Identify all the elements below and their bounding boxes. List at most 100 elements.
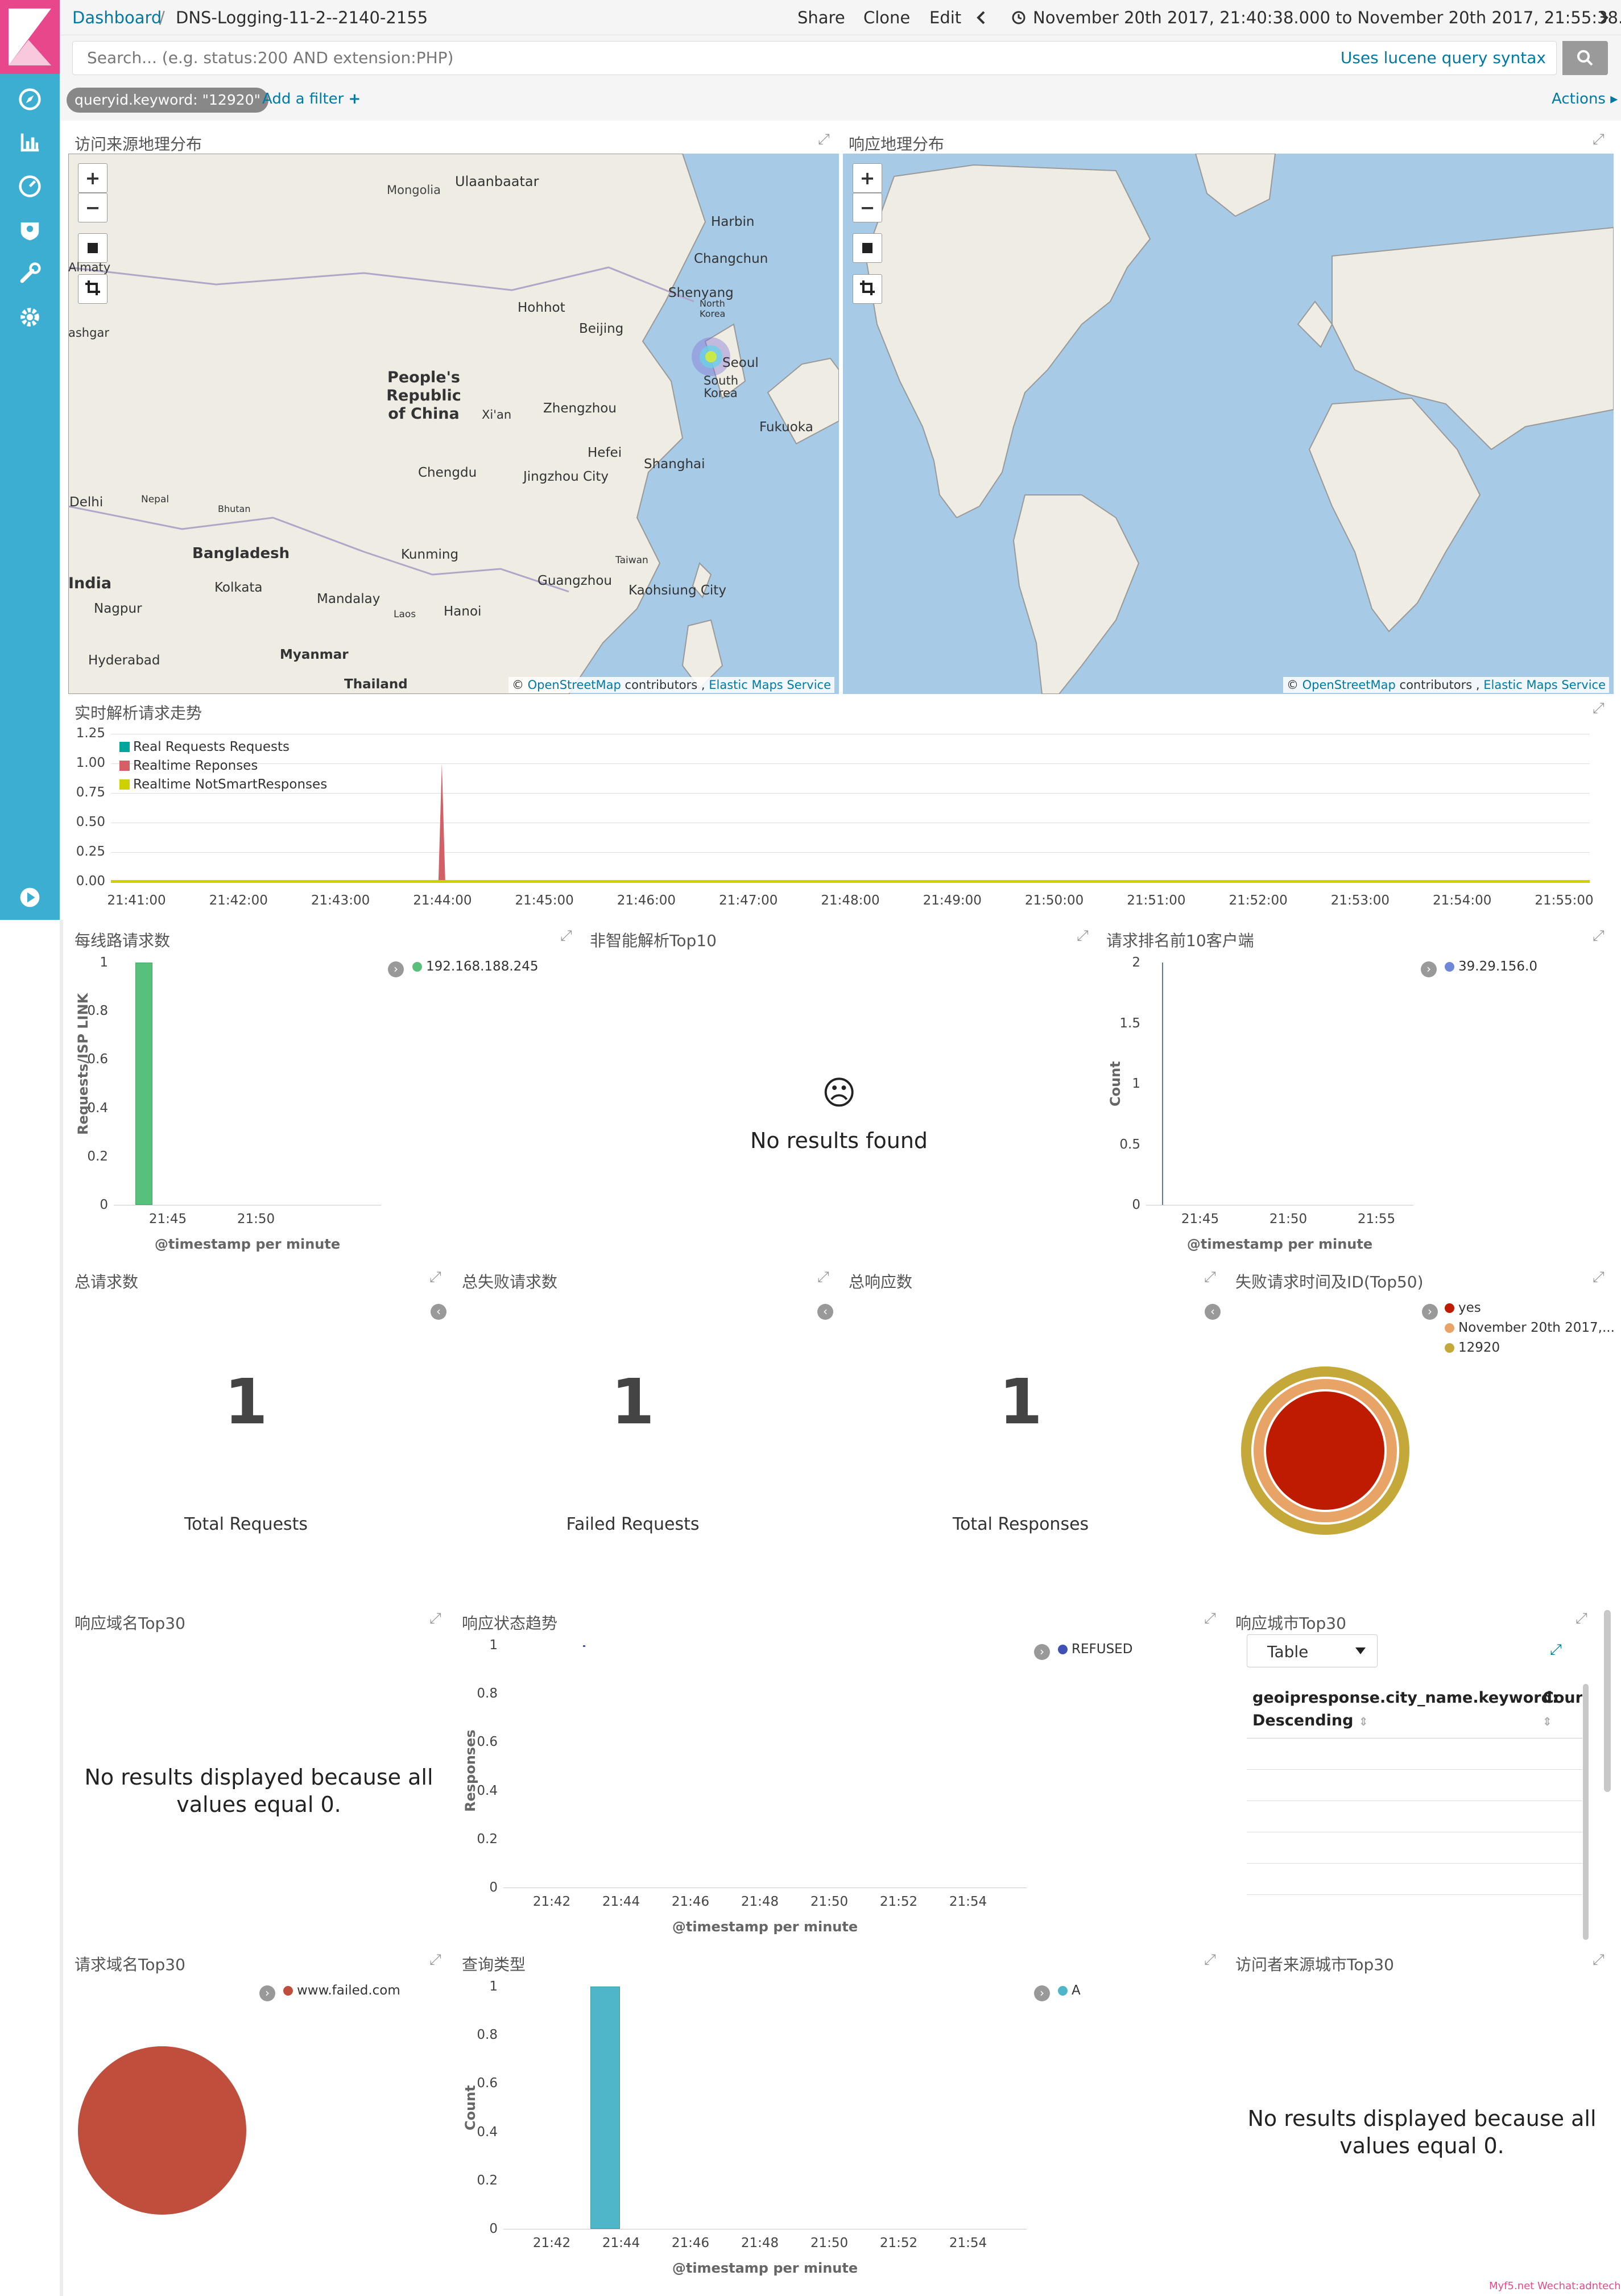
panel-title-failed-ids: 失败请求时间及ID(Top50)	[1235, 1273, 1424, 1291]
expand-icon[interactable]: ⤢	[1593, 131, 1605, 148]
x-tick-label: 21:41:00	[107, 893, 166, 908]
map-response[interactable]: + − © OpenStreetMap contributors , Elast…	[843, 154, 1614, 694]
map-source[interactable]: Mongolia Ulaanbaatar Harbin Changchun Sh…	[68, 154, 839, 694]
expand-icon[interactable]: ⤢	[1204, 1269, 1216, 1286]
share-button[interactable]: Share	[797, 8, 845, 27]
pie-slice-failed-com[interactable]	[78, 2046, 246, 2215]
expand-icon[interactable]: ⤢	[429, 1269, 441, 1286]
zoom-in-button[interactable]: +	[78, 163, 107, 193]
legend-item[interactable]: Realtime NotSmartResponses	[119, 777, 327, 792]
legend-toggle-icon[interactable]: ‹	[1205, 1304, 1221, 1320]
visualize-chart-icon[interactable]	[17, 130, 43, 155]
legend-item[interactable]: 12920	[1445, 1340, 1500, 1355]
actions-menu[interactable]: Actions ▸	[1552, 90, 1618, 108]
sort-icon: ⇕	[1358, 1715, 1368, 1728]
ems-link[interactable]: Elastic Maps Service	[1483, 678, 1606, 692]
bar-isp[interactable]	[135, 963, 152, 1205]
y-axis-title: Count	[462, 2085, 478, 2130]
legend-toggle-icon[interactable]: ›	[388, 961, 404, 977]
table-select[interactable]: Table	[1247, 1634, 1378, 1667]
page-scrollbar[interactable]	[1604, 1610, 1611, 1792]
breadcrumb-dashboard[interactable]: Dashboard	[72, 8, 162, 27]
clock-icon	[1012, 11, 1025, 24]
kibana-logo[interactable]	[0, 0, 60, 74]
expand-icon[interactable]: ⤢	[560, 927, 572, 944]
x-tick-label: 21:52:00	[1229, 893, 1288, 908]
legend-toggle-icon[interactable]: ‹	[431, 1304, 446, 1320]
table-header-count-label: Cour	[1543, 1689, 1582, 1707]
legend-toggle-icon[interactable]: ›	[1034, 1985, 1050, 2001]
expand-icon[interactable]: ⤢	[1575, 1610, 1587, 1627]
fit-bounds-button[interactable]	[853, 274, 882, 304]
y-tick-label: 0.8	[477, 2027, 498, 2043]
expand-table-icon[interactable]: ⤢	[1550, 1641, 1562, 1658]
expand-icon[interactable]: ⤢	[1593, 700, 1605, 717]
caret-down-icon	[1355, 1647, 1366, 1654]
expand-icon[interactable]: ⤢	[1593, 927, 1605, 944]
ems-link[interactable]: Elastic Maps Service	[709, 678, 831, 692]
draw-shape-button[interactable]	[853, 233, 882, 263]
zoom-in-button[interactable]: +	[853, 163, 882, 193]
add-filter-link[interactable]: Add a filter +	[262, 90, 361, 108]
line-point-refused[interactable]	[583, 1645, 585, 1647]
expand-icon[interactable]: ⤢	[1204, 1610, 1216, 1627]
chevron-right-icon[interactable]	[1598, 10, 1610, 25]
legend-toggle-icon[interactable]: ›	[259, 1985, 275, 2001]
clone-button[interactable]: Clone	[863, 8, 911, 27]
legend-item[interactable]: Realtime Reponses	[119, 758, 258, 773]
expand-icon[interactable]: ⤢	[1204, 1951, 1216, 1968]
legend-item[interactable]: Real Requests Requests	[119, 740, 290, 754]
edit-button[interactable]: Edit	[929, 8, 962, 27]
legend-toggle-icon[interactable]: ›	[1421, 961, 1437, 977]
expand-icon[interactable]: ⤢	[429, 1610, 441, 1627]
panel-title-query-type: 查询类型	[462, 1955, 526, 1974]
legend-item[interactable]: www.failed.com	[283, 1983, 400, 1998]
timelion-shield-icon[interactable]	[17, 217, 43, 243]
copyright-symbol: ©	[1286, 678, 1299, 692]
legend-toggle-icon[interactable]: ›	[1034, 1644, 1050, 1660]
management-gear-icon[interactable]	[17, 304, 43, 330]
time-range-picker[interactable]: November 20th 2017, 21:40:38.000 to Nove…	[1033, 8, 1621, 27]
expand-icon[interactable]: ⤢	[818, 131, 830, 148]
table-row	[1247, 1769, 1582, 1770]
legend-item[interactable]: yes	[1445, 1300, 1481, 1315]
filter-pill-queryid[interactable]: queryid.keyword: "12920"	[67, 88, 269, 113]
y-tick-label: 1	[100, 955, 108, 970]
bar-client[interactable]	[1162, 963, 1163, 1205]
table-header-city[interactable]: geoipresponse.city_name.keyword: Descendi…	[1252, 1687, 1558, 1733]
sidebar-border	[60, 920, 63, 2296]
chevron-left-icon[interactable]	[975, 10, 987, 25]
discover-compass-icon[interactable]	[17, 86, 43, 112]
zoom-out-button[interactable]: −	[78, 193, 107, 222]
y-tick-label: 0.6	[477, 2076, 498, 2091]
expand-icon[interactable]: ⤢	[1077, 927, 1089, 944]
osm-link[interactable]: OpenStreetMap	[1302, 678, 1396, 692]
legend-item[interactable]: November 20th 2017,...	[1445, 1320, 1615, 1335]
legend-item[interactable]: REFUSED	[1058, 1642, 1132, 1657]
legend-toggle-icon[interactable]: ›	[1422, 1304, 1438, 1320]
y-tick-label: 0.75	[76, 785, 105, 800]
osm-link[interactable]: OpenStreetMap	[527, 678, 621, 692]
table-scrollbar[interactable]	[1583, 1684, 1589, 1940]
ring-yes[interactable]	[1266, 1391, 1384, 1510]
bar-query-a[interactable]	[590, 1987, 620, 2229]
expand-icon[interactable]: ⤢	[1593, 1269, 1605, 1286]
expand-icon[interactable]: ⤢	[1593, 1951, 1605, 1968]
fit-bounds-button[interactable]	[78, 274, 107, 304]
expand-icon[interactable]: ⤢	[429, 1951, 441, 1968]
legend-swatch	[119, 779, 130, 790]
search-button[interactable]	[1562, 41, 1608, 75]
legend-item[interactable]: 39.29.156.0	[1445, 959, 1537, 974]
search-input[interactable]: Search... (e.g. status:200 AND extension…	[72, 41, 1557, 75]
draw-shape-button[interactable]	[78, 233, 107, 263]
dashboard-gauge-icon[interactable]	[17, 174, 43, 199]
legend-item[interactable]: 192.168.188.245	[412, 959, 539, 974]
legend-toggle-icon[interactable]: ‹	[817, 1304, 833, 1320]
legend-item[interactable]: A	[1058, 1983, 1081, 1998]
lucene-syntax-link[interactable]: Uses lucene query syntax	[1340, 48, 1546, 67]
table-header-count[interactable]: Cour ⇕	[1543, 1687, 1582, 1733]
collapse-play-icon[interactable]	[17, 885, 43, 910]
zoom-out-button[interactable]: −	[853, 193, 882, 222]
devtools-wrench-icon[interactable]	[17, 261, 43, 286]
expand-icon[interactable]: ⤢	[817, 1269, 829, 1286]
